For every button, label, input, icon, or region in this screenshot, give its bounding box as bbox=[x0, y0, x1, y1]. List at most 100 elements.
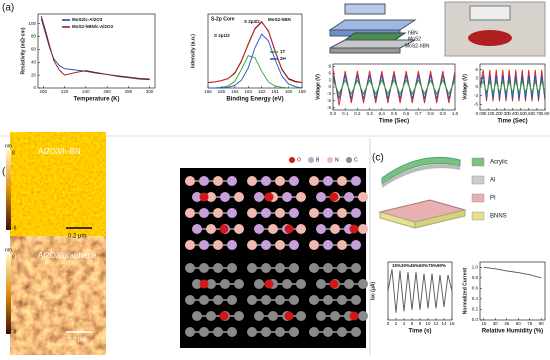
data-line bbox=[332, 78, 456, 96]
atom bbox=[275, 208, 285, 218]
atom bbox=[199, 295, 209, 305]
afm-image bbox=[18, 142, 98, 242]
scale-label: 0.2 μm bbox=[68, 234, 86, 240]
annotation: S 2p3/2 bbox=[244, 19, 260, 24]
legend-label: 2H bbox=[280, 56, 286, 61]
x-tick-label: 2 bbox=[395, 321, 398, 326]
atom bbox=[351, 295, 361, 305]
y-tick-label: 0.4 bbox=[472, 296, 479, 301]
x-axis-label: Time (s) bbox=[409, 329, 432, 335]
atom bbox=[185, 208, 195, 218]
x-tick-label: 161 bbox=[271, 89, 279, 94]
atom bbox=[358, 279, 368, 289]
atom bbox=[337, 295, 347, 305]
atom bbox=[351, 240, 361, 250]
chart-title: S-2p Core bbox=[211, 16, 235, 22]
atom bbox=[275, 240, 285, 250]
colorbar-unit: nm bbox=[5, 247, 12, 253]
atom bbox=[282, 279, 292, 289]
atom bbox=[247, 263, 257, 273]
x-tick-label: 8 bbox=[419, 321, 422, 326]
atom bbox=[199, 240, 209, 250]
atom bbox=[323, 327, 333, 337]
x-tick-label: 0.6 bbox=[403, 111, 410, 116]
colorbar-label: 8 bbox=[12, 150, 15, 156]
x-tick-label: 166 bbox=[204, 89, 212, 94]
atom bbox=[261, 240, 271, 250]
legend-label: Al bbox=[490, 178, 495, 184]
x-tick-label: 0.00 bbox=[476, 111, 485, 116]
atom bbox=[213, 295, 223, 305]
atom bbox=[275, 327, 285, 337]
annotation: 45% bbox=[410, 263, 419, 268]
atom bbox=[309, 263, 319, 273]
panel-label: (a) bbox=[2, 3, 14, 14]
plot-frame bbox=[207, 13, 303, 89]
x-axis-label: Time (Sec) bbox=[379, 119, 409, 125]
x-tick-label: 14 bbox=[441, 321, 447, 326]
atom bbox=[358, 224, 368, 234]
atom bbox=[227, 208, 237, 218]
x-tick-label: 159 bbox=[298, 89, 306, 94]
atom bbox=[227, 327, 237, 337]
atom bbox=[261, 176, 271, 186]
x-axis-label: Time (Sec) bbox=[497, 119, 527, 125]
atom bbox=[323, 208, 333, 218]
afm-image bbox=[18, 246, 98, 346]
y-axis-label: Normalized Current bbox=[462, 267, 468, 314]
atom bbox=[192, 224, 202, 234]
colorbar-label: -8 bbox=[12, 225, 17, 231]
atom bbox=[344, 279, 354, 289]
oxygen-atom bbox=[264, 279, 274, 289]
atom bbox=[227, 240, 237, 250]
atom bbox=[213, 208, 223, 218]
x-tick-label: 220 bbox=[61, 89, 69, 94]
y-tick-label: 0.0 bbox=[472, 317, 479, 322]
structures bbox=[185, 176, 368, 337]
annotation: MoS2-hBN bbox=[268, 17, 291, 22]
x-tick-label: 0.7 bbox=[415, 111, 422, 116]
y-tick-label: -3 bbox=[474, 93, 478, 98]
y-tick-label: 0 bbox=[475, 84, 478, 89]
atom bbox=[206, 311, 216, 321]
atom bbox=[185, 327, 195, 337]
atom bbox=[247, 327, 257, 337]
colorbar bbox=[6, 150, 11, 230]
atom bbox=[234, 311, 244, 321]
legend-swatch bbox=[346, 157, 352, 163]
atom bbox=[220, 192, 230, 202]
legend-swatch bbox=[471, 211, 485, 221]
atom bbox=[254, 224, 264, 234]
atom bbox=[289, 327, 299, 337]
atom bbox=[351, 208, 361, 218]
y-tick-label: -9 bbox=[327, 105, 331, 110]
colorbar-label: 8 bbox=[12, 254, 15, 260]
colorbar-unit: nm bbox=[5, 143, 12, 149]
y-tick-label: -6 bbox=[327, 98, 331, 103]
legend-swatch bbox=[327, 157, 333, 163]
atom bbox=[337, 208, 347, 218]
atom bbox=[337, 240, 347, 250]
y-tick-label: 0.2 bbox=[472, 307, 479, 312]
x-tick-label: 1.0 bbox=[452, 111, 459, 116]
atom bbox=[234, 192, 244, 202]
atom bbox=[254, 192, 264, 202]
layer-legend: Acrylic Al PI BNNS bbox=[471, 157, 508, 221]
y-tick-label: 3 bbox=[475, 76, 478, 81]
device-illustration bbox=[328, 1, 546, 57]
y-tick-label: 80 bbox=[31, 34, 37, 39]
y-tick-label: 3 bbox=[328, 77, 331, 82]
charts: 200 220 240 260 280 300020406080100Temperatur… bbox=[20, 13, 550, 335]
x-tick-label: 6 bbox=[411, 321, 414, 326]
data-line bbox=[207, 20, 303, 84]
plot-frame bbox=[37, 13, 156, 89]
x-tick-label: 0.20 bbox=[492, 111, 501, 116]
x-tick-label: 280 bbox=[125, 89, 133, 94]
atom bbox=[234, 224, 244, 234]
oxygen-atom bbox=[329, 192, 339, 202]
x-tick-label: 0.1 bbox=[342, 111, 349, 116]
atom bbox=[351, 176, 361, 186]
atom bbox=[261, 263, 271, 273]
